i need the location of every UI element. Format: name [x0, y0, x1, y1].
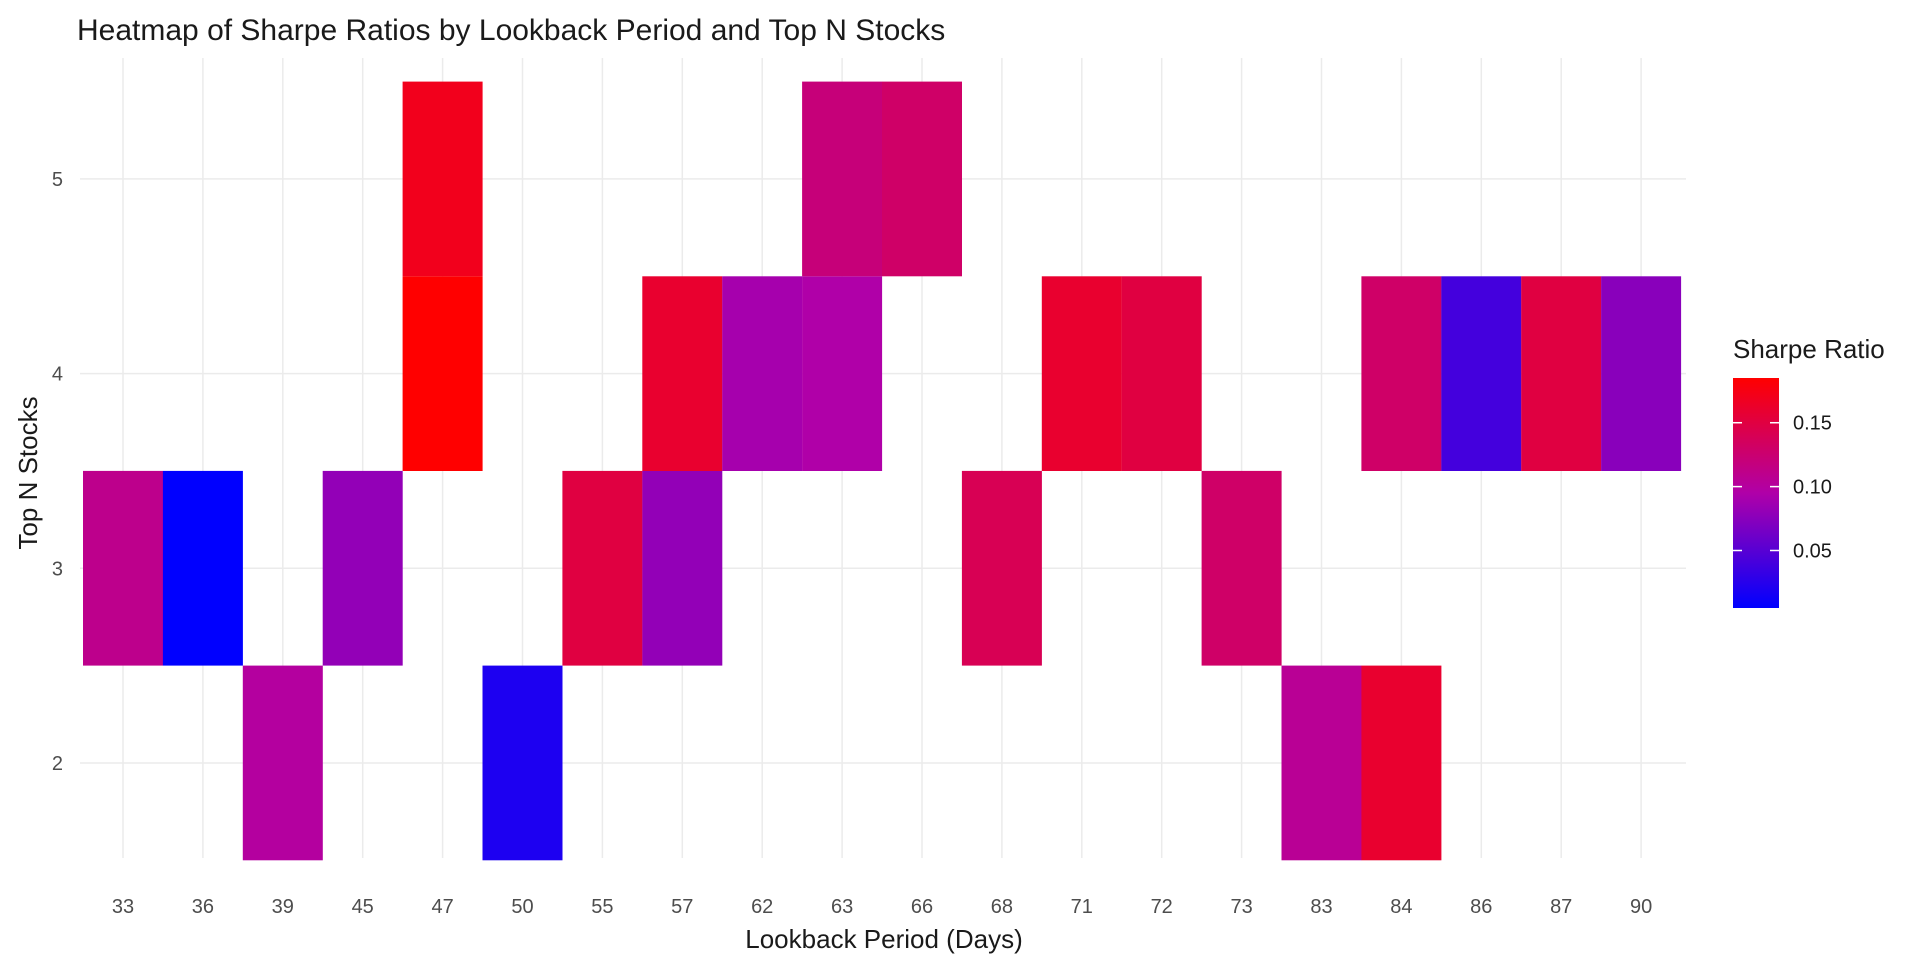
x-tick-label: 84 — [1390, 896, 1412, 918]
heatmap-cell — [162, 470, 243, 666]
x-tick-label: 57 — [671, 896, 693, 918]
legend-colorbar — [1733, 378, 1779, 608]
heatmap-cell — [482, 665, 563, 861]
y-axis-ticks: 2 3 4 5 — [52, 169, 63, 775]
legend-ticks: 0.05 0.10 0.15 — [1733, 413, 1832, 563]
x-tick-label: 71 — [1071, 896, 1093, 918]
heatmap-cell — [1361, 276, 1442, 471]
x-tick-label: 50 — [511, 896, 533, 918]
heatmap-cell — [1121, 276, 1202, 471]
heatmap-cell — [322, 470, 403, 666]
y-tick-label: 5 — [52, 169, 63, 191]
y-tick-label: 2 — [52, 753, 63, 775]
heatmap-cell — [722, 276, 803, 471]
heatmap-cell — [802, 81, 883, 277]
heatmap-cell — [242, 665, 323, 861]
legend-tick-label: 0.10 — [1793, 477, 1832, 499]
heatmap-cell — [1201, 470, 1282, 666]
x-tick-label: 83 — [1310, 896, 1332, 918]
y-axis-title: Top N Stocks — [13, 396, 43, 549]
x-tick-label: 63 — [831, 896, 853, 918]
heatmap-cell — [402, 81, 483, 277]
heatmap-cell — [802, 276, 883, 471]
x-tick-label: 72 — [1151, 896, 1173, 918]
x-tick-label: 90 — [1630, 896, 1652, 918]
x-tick-label: 55 — [591, 896, 613, 918]
x-tick-label: 68 — [991, 896, 1013, 918]
heatmap-cell — [562, 470, 643, 666]
legend-tick-label: 0.05 — [1793, 541, 1832, 563]
x-tick-label: 86 — [1470, 896, 1492, 918]
heatmap-cell — [961, 470, 1042, 666]
heatmap-cell — [1041, 276, 1122, 471]
x-axis-ticks: 33 36 39 45 47 50 55 57 62 63 66 68 71 72 73 83 84 86 87 90 — [112, 896, 1652, 918]
x-tick-label: 33 — [112, 896, 134, 918]
heatmap-cell — [83, 470, 163, 666]
heatmap-cell — [882, 81, 962, 277]
legend: Sharpe Ratio 0.05 0.10 0.15 — [1733, 334, 1885, 608]
heatmap-cell — [1601, 276, 1682, 471]
y-tick-label: 4 — [52, 364, 63, 386]
y-tick-label: 3 — [52, 558, 63, 580]
x-tick-label: 87 — [1550, 896, 1572, 918]
x-tick-label: 36 — [192, 896, 214, 918]
heatmap-cells — [83, 81, 1682, 861]
heatmap-cell — [642, 470, 723, 666]
heatmap-cell — [1361, 665, 1442, 861]
x-tick-label: 45 — [352, 896, 374, 918]
x-tick-label: 47 — [431, 896, 453, 918]
x-tick-label: 39 — [272, 896, 294, 918]
x-axis-title: Lookback Period (Days) — [745, 924, 1022, 954]
heatmap-cell — [402, 276, 483, 471]
x-tick-label: 62 — [751, 896, 773, 918]
legend-tick-label: 0.15 — [1793, 413, 1832, 435]
heatmap-cell — [642, 276, 723, 471]
chart-title: Heatmap of Sharpe Ratios by Lookback Per… — [77, 14, 945, 47]
legend-title: Sharpe Ratio — [1733, 334, 1885, 364]
x-tick-label: 73 — [1230, 896, 1252, 918]
x-tick-label: 66 — [911, 896, 933, 918]
heatmap-cell — [1441, 276, 1522, 471]
heatmap-cell — [1281, 665, 1362, 861]
heatmap-cell — [1521, 276, 1602, 471]
